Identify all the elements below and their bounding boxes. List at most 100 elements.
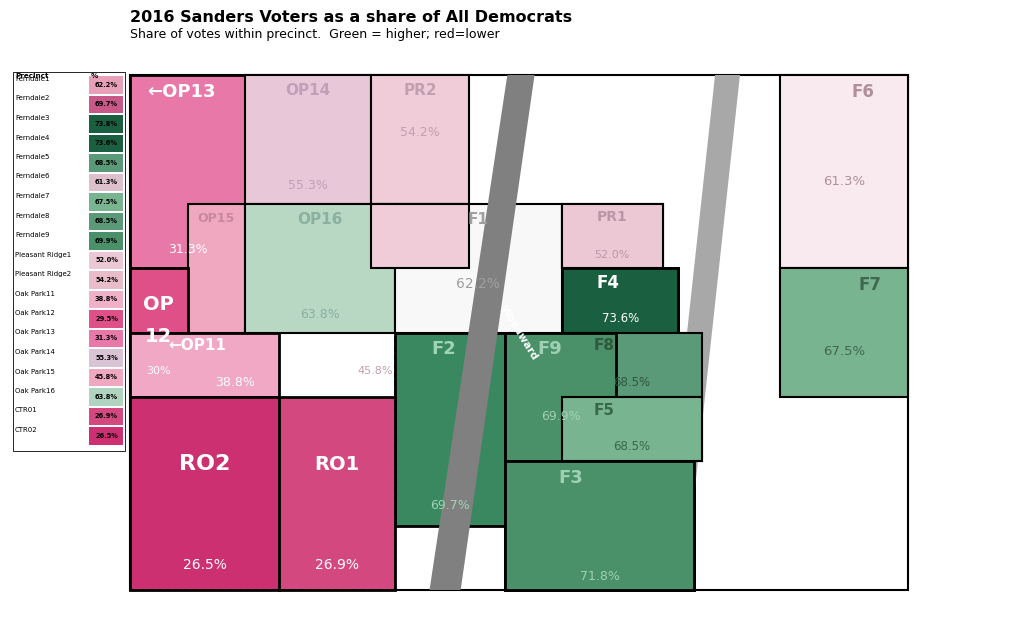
Bar [780,75,908,268]
Text: Oak Park13: Oak Park13 [15,330,55,335]
Text: Railroad
Tracks: Railroad Tracks [707,310,743,355]
Text: 71.8%: 71.8% [580,570,620,582]
Bar [394,204,562,333]
Text: 31.3%: 31.3% [95,335,118,341]
Text: RO2: RO2 [179,455,230,475]
Bar [130,75,245,268]
Text: ←OP11: ←OP11 [168,338,226,353]
Polygon shape [429,75,535,590]
Text: 73.6%: 73.6% [95,140,118,146]
Bar [245,75,371,204]
Bar [89,407,123,425]
Bar [89,427,123,445]
Text: 69.7%: 69.7% [430,499,470,512]
Text: F3: F3 [559,469,584,487]
Bar [130,397,280,590]
Bar [562,268,679,333]
Text: 67.5%: 67.5% [95,199,118,205]
Text: 31.3%: 31.3% [168,243,208,256]
Bar [505,462,694,590]
Text: OP: OP [143,295,174,313]
Text: 26.9%: 26.9% [315,558,359,572]
Bar [562,333,701,397]
Text: 26.9%: 26.9% [95,413,118,419]
Bar [89,310,123,328]
Text: 68.5%: 68.5% [95,218,118,225]
Text: F8: F8 [593,338,614,353]
Text: OP15: OP15 [198,211,234,225]
Text: PR1: PR1 [597,210,628,224]
Polygon shape [659,75,740,590]
Text: PR2: PR2 [403,83,437,98]
Text: Ferndale5: Ferndale5 [15,154,49,160]
Text: 2016 Sanders Voters as a share of All Democrats: 2016 Sanders Voters as a share of All De… [130,10,572,25]
Text: F7: F7 [858,276,882,294]
Bar [130,333,394,590]
Text: 62.2%: 62.2% [457,277,500,290]
Bar [89,368,123,386]
Text: 26.5%: 26.5% [95,433,118,439]
Text: Oak Park11: Oak Park11 [15,290,55,297]
Text: 38.8%: 38.8% [95,296,118,302]
Bar [562,397,701,462]
Bar [89,290,123,308]
Text: 69.9%: 69.9% [95,238,118,244]
Bar [89,96,123,113]
Text: Ferndale4: Ferndale4 [15,134,49,141]
Bar [130,75,908,590]
Bar [371,204,469,268]
Text: RO1: RO1 [314,455,359,474]
Text: Ferndale7: Ferndale7 [15,193,49,199]
Text: 73.8%: 73.8% [95,121,118,127]
Text: %: % [91,73,98,79]
Bar [89,388,123,406]
Bar [505,462,694,590]
Bar [371,75,469,204]
Bar [245,204,394,333]
Bar [394,333,505,526]
Text: Oak Park16: Oak Park16 [15,388,55,394]
Text: Oak Park14: Oak Park14 [15,349,55,355]
Text: 69.9%: 69.9% [541,410,581,423]
Text: Ferndale2: Ferndale2 [15,96,49,101]
Text: Pleasant Ridge2: Pleasant Ridge2 [15,271,71,277]
Text: OP16: OP16 [297,211,342,227]
Text: F6: F6 [852,83,874,101]
Bar [562,397,701,462]
Text: OP14: OP14 [286,83,331,98]
Bar [89,271,123,289]
Bar [89,76,123,93]
Text: 63.8%: 63.8% [95,394,118,400]
Bar [562,204,663,268]
Text: Ferndale6: Ferndale6 [15,174,49,180]
Bar [562,268,679,333]
Text: 61.3%: 61.3% [823,175,865,188]
Text: F1: F1 [468,211,488,227]
Text: Oak Park12: Oak Park12 [15,310,55,316]
Text: 63.8%: 63.8% [300,307,340,320]
Bar [280,397,394,590]
Text: 69.7%: 69.7% [95,101,118,107]
Text: 73.6%: 73.6% [601,312,639,325]
Text: 62.2%: 62.2% [95,81,118,88]
Text: Oak Park15: Oak Park15 [15,368,55,374]
Bar [89,174,123,191]
Text: Share of votes within precinct.  Green = higher; red=lower: Share of votes within precinct. Green = … [130,28,500,41]
Bar [89,349,123,366]
Bar [505,333,616,462]
Text: Ferndale9: Ferndale9 [15,232,49,238]
Bar [562,204,663,268]
Text: ←OP13: ←OP13 [147,83,216,101]
Text: CTR01: CTR01 [15,407,38,414]
Text: 54.2%: 54.2% [95,277,118,283]
Text: 26.5%: 26.5% [182,558,226,572]
Text: Woodward: Woodward [499,304,540,361]
Bar [13,72,125,452]
Bar [89,251,123,269]
Text: F5: F5 [593,403,614,418]
Bar [780,268,908,397]
Text: F9: F9 [538,340,562,358]
Bar [89,154,123,172]
Text: 67.5%: 67.5% [823,345,865,358]
Text: 61.3%: 61.3% [95,179,118,185]
